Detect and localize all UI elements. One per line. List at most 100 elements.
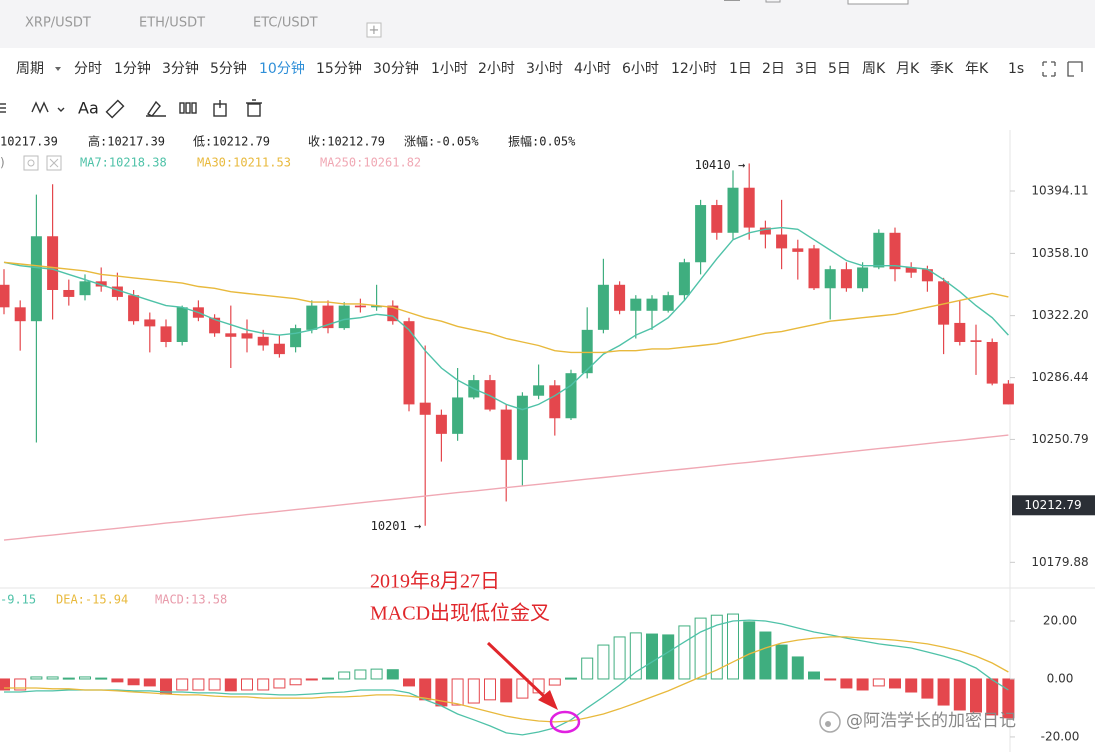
candle-body [79, 281, 91, 296]
period-option[interactable]: 30分钟 [373, 60, 419, 77]
candle-body [581, 329, 593, 374]
candle-body [176, 307, 188, 342]
candle-body [0, 284, 10, 308]
candle-body [354, 305, 366, 308]
macd-bar [79, 676, 91, 680]
market-tab[interactable]: ETH/USDT [139, 16, 205, 31]
candle-body [160, 326, 172, 342]
period-option[interactable]: 4小时 [574, 61, 611, 77]
period-option[interactable]: 15分钟 [316, 60, 362, 77]
macd-bar [208, 678, 221, 691]
candle-body [533, 385, 545, 396]
macd-bar [565, 677, 577, 680]
macd-bar [581, 657, 594, 680]
macd-bar [127, 678, 140, 686]
macd-bar [354, 669, 367, 680]
candle-body [338, 305, 350, 329]
period-option[interactable]: 年K [965, 61, 989, 77]
legend-bracket: ) [0, 156, 5, 170]
macd-bar [937, 678, 950, 706]
market-tab[interactable]: ETC/USDT [253, 16, 318, 31]
macd-bar [678, 625, 691, 680]
macd-bar [419, 678, 432, 701]
candles [0, 163, 1014, 526]
candle-body [47, 236, 59, 290]
market-tab[interactable]: XRP/USDT [25, 16, 91, 31]
macd-bar [0, 678, 10, 691]
macd-line [4, 636, 1009, 723]
period-option[interactable]: 12小时 [671, 61, 717, 77]
candle-body [776, 234, 788, 249]
period-option[interactable]: 1s [1008, 61, 1024, 77]
macd-bar [338, 671, 351, 680]
period-option[interactable]: 3分钟 [162, 60, 199, 77]
macd-bar [62, 677, 75, 680]
annotation-arrow [486, 641, 550, 702]
add-tab[interactable] [366, 22, 382, 38]
macd-bar [889, 678, 901, 689]
ma-line [3, 434, 1009, 541]
candle-body [144, 319, 156, 327]
legend-entry: DEA:-15.94 [56, 593, 128, 607]
period-option[interactable]: 3日 [795, 61, 818, 77]
macd-bar [289, 678, 302, 686]
candle-body [808, 248, 820, 289]
macd-bar [808, 671, 820, 680]
period-option[interactable]: 1分钟 [114, 60, 151, 77]
period-option[interactable]: 5分钟 [210, 60, 247, 77]
candle-body [905, 267, 917, 273]
candle-body [225, 333, 237, 337]
macd-bar [143, 678, 156, 687]
period-option[interactable]: 周K [862, 61, 886, 77]
macd-bar [759, 631, 772, 680]
macd-bar [30, 676, 43, 680]
candle-body [792, 248, 804, 252]
tab-bar [0, 0, 1095, 48]
candle-body [565, 373, 577, 419]
macd-bar [370, 668, 383, 680]
candle-body [484, 380, 496, 410]
candle-body [111, 286, 123, 297]
macd-bar [629, 632, 642, 680]
macd-bar [484, 678, 496, 701]
period-option[interactable]: 2小时 [478, 61, 515, 77]
candle-body [419, 402, 431, 415]
period-option[interactable]: 1日 [729, 61, 752, 77]
macd-bar [257, 678, 270, 691]
font-button[interactable]: Aa [78, 99, 99, 118]
period-option[interactable]: 2日 [762, 61, 785, 77]
period-option[interactable]: 3小时 [526, 61, 563, 77]
period-option[interactable]: 月K [896, 61, 920, 77]
candle-body [938, 281, 950, 325]
macd-bar [791, 656, 804, 680]
candle-body [500, 409, 512, 460]
period-option[interactable]: 10分钟 [259, 60, 305, 77]
candle-body [306, 305, 318, 330]
period-option[interactable]: 5日 [828, 61, 851, 77]
candle-body [727, 187, 739, 233]
macd-bar [305, 678, 318, 681]
macd-bar [743, 621, 756, 680]
macd-bar [467, 678, 480, 704]
y-tick-label: 10179.88 [1031, 555, 1088, 569]
y-tick-label: 10394.11 [1031, 183, 1088, 197]
window-controls [724, 0, 909, 5]
legend-entry: MA30:10211.53 [197, 156, 291, 170]
candle-body [743, 187, 755, 228]
y-tick-label: 0.00 [1047, 671, 1074, 685]
period-option[interactable]: 季K [930, 61, 954, 77]
period-option[interactable]: 1小时 [431, 61, 468, 77]
macd-bar [694, 617, 707, 680]
macd-bar [516, 678, 529, 699]
candle-body [1002, 383, 1014, 405]
macd-bar [905, 678, 918, 693]
add-tab-icon[interactable]: + [369, 23, 380, 38]
candle-body [873, 232, 885, 268]
period-selector[interactable]: 周期 [16, 61, 44, 77]
macd-bar [921, 678, 934, 699]
candle-body [970, 340, 982, 342]
annotation-text: MACD出现低位金叉 [370, 602, 550, 625]
period-option[interactable]: 分时 [74, 61, 102, 77]
period-option[interactable]: 6小时 [622, 61, 659, 77]
macd-bar [273, 678, 286, 689]
